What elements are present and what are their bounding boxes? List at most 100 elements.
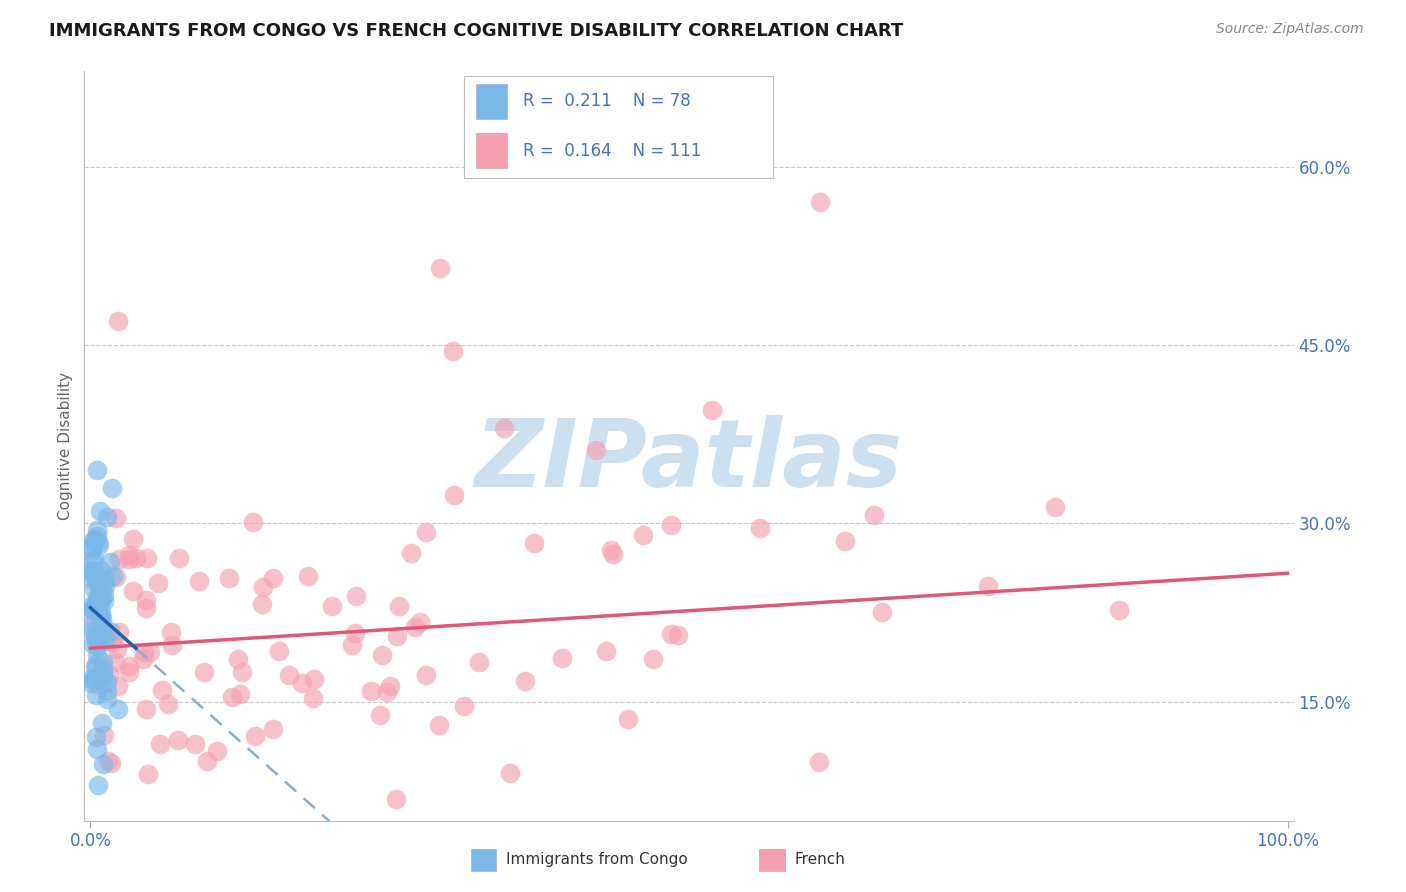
Point	[1108, 603, 1130, 617]
Point	[83, 582, 105, 596]
Point	[659, 626, 682, 640]
Point	[226, 652, 249, 666]
Point	[98, 624, 121, 639]
Point	[344, 589, 367, 603]
Point	[617, 712, 640, 726]
Text: Immigrants from Congo: Immigrants from Congo	[506, 853, 688, 867]
Point	[135, 600, 157, 615]
Point	[86, 678, 108, 692]
Point	[108, 625, 131, 640]
Text: French: French	[794, 853, 845, 867]
Point	[228, 687, 250, 701]
Point	[666, 627, 689, 641]
Point	[100, 634, 122, 648]
Point	[252, 581, 274, 595]
Point	[94, 579, 117, 593]
Point	[97, 667, 120, 681]
Point	[388, 599, 411, 613]
Point	[453, 698, 475, 713]
Point	[86, 463, 108, 477]
Point	[404, 620, 426, 634]
Point	[84, 673, 107, 687]
Point	[166, 732, 188, 747]
Point	[184, 737, 207, 751]
Point	[499, 766, 522, 780]
Point	[415, 668, 437, 682]
Point	[643, 651, 665, 665]
Point	[195, 755, 218, 769]
Point	[700, 403, 723, 417]
Point	[93, 594, 115, 608]
Point	[245, 730, 267, 744]
Point	[118, 552, 141, 566]
Point	[83, 532, 105, 546]
Point	[371, 648, 394, 662]
Point	[82, 672, 104, 686]
Point	[84, 574, 107, 588]
Point	[86, 742, 108, 756]
Bar	[477, 84, 508, 119]
Point	[101, 481, 124, 495]
Point	[93, 588, 115, 602]
Point	[551, 651, 574, 665]
Point	[80, 573, 103, 587]
Point	[250, 598, 273, 612]
Point	[83, 631, 105, 645]
Point	[86, 731, 108, 745]
Point	[218, 571, 240, 585]
Point	[321, 599, 343, 614]
Point	[86, 529, 108, 543]
Point	[1043, 500, 1066, 514]
Point	[385, 792, 408, 806]
Point	[86, 523, 108, 537]
Point	[87, 591, 110, 605]
Point	[595, 644, 617, 658]
Point	[104, 570, 127, 584]
Point	[633, 528, 655, 542]
Point	[87, 535, 110, 549]
Point	[86, 648, 108, 662]
Point	[863, 508, 886, 523]
Point	[96, 692, 118, 706]
Point	[188, 574, 211, 588]
Point	[89, 591, 111, 606]
Point	[205, 744, 228, 758]
Point	[135, 593, 157, 607]
Point	[872, 605, 894, 619]
Text: Source: ZipAtlas.com: Source: ZipAtlas.com	[1216, 22, 1364, 37]
Point	[93, 662, 115, 676]
Point	[91, 577, 114, 591]
Point	[193, 665, 215, 679]
Point	[100, 632, 122, 646]
Point	[297, 569, 319, 583]
Point	[415, 524, 437, 539]
Point	[340, 638, 363, 652]
Point	[90, 609, 112, 624]
Point	[103, 655, 125, 669]
Point	[135, 551, 157, 566]
Point	[659, 517, 682, 532]
Point	[977, 579, 1000, 593]
Text: IMMIGRANTS FROM CONGO VS FRENCH COGNITIVE DISABILITY CORRELATION CHART: IMMIGRANTS FROM CONGO VS FRENCH COGNITIV…	[49, 22, 904, 40]
Point	[118, 665, 141, 680]
Point	[262, 571, 284, 585]
Point	[808, 755, 831, 769]
Point	[83, 550, 105, 565]
Point	[262, 723, 284, 737]
Point	[834, 534, 856, 549]
Point	[90, 591, 112, 606]
Point	[80, 539, 103, 553]
Point	[83, 659, 105, 673]
Point	[150, 682, 173, 697]
Point	[91, 655, 114, 669]
Point	[80, 672, 103, 686]
Point	[84, 629, 107, 643]
Point	[221, 690, 243, 704]
Point	[82, 601, 104, 615]
Point	[105, 642, 128, 657]
Point	[131, 652, 153, 666]
Point	[82, 555, 104, 569]
Point	[90, 677, 112, 691]
Point	[96, 674, 118, 689]
Point	[242, 515, 264, 529]
